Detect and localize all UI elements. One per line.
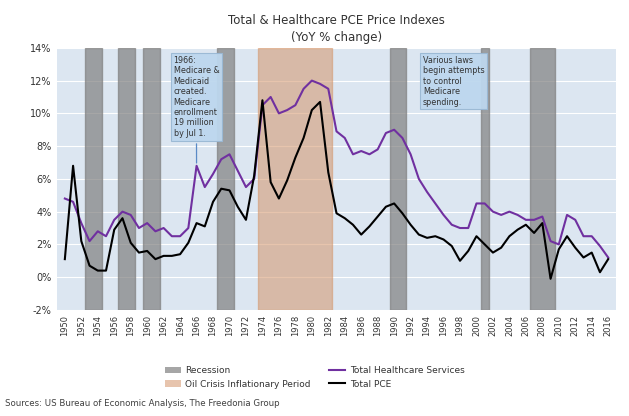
Bar [217, 48, 233, 310]
Bar [259, 48, 332, 310]
Total PCE [547, 276, 554, 281]
Line: Total PCE: Total PCE [65, 100, 608, 279]
Legend: Recession, Oil Crisis Inflationary Period, Total Healthcare Services, Total PCE: Recession, Oil Crisis Inflationary Perio… [165, 366, 464, 389]
Total PCE [481, 242, 489, 247]
Text: 1966:
Medicare &
Medicaid
created.
Medicare
enrollment
19 million
by Jul 1.: 1966: Medicare & Medicaid created. Medic… [174, 56, 220, 163]
Total Healthcare Services [283, 108, 291, 113]
Bar [390, 48, 406, 310]
Total PCE [127, 240, 135, 245]
Total Healthcare Services [604, 255, 612, 260]
Total Healthcare Services [316, 82, 324, 87]
Total Healthcare Services [127, 213, 135, 218]
Bar [143, 48, 160, 310]
Bar [118, 48, 135, 310]
Bar [481, 48, 489, 310]
Total PCE [316, 99, 324, 104]
Bar [86, 48, 102, 310]
Total Healthcare Services [572, 217, 579, 222]
Title: Total & Healthcare PCE Price Indexes
(YoY % change): Total & Healthcare PCE Price Indexes (Yo… [228, 14, 445, 44]
Bar [530, 48, 555, 310]
Total PCE [604, 257, 612, 262]
Total Healthcare Services [481, 201, 489, 206]
Total PCE [61, 257, 69, 262]
Total Healthcare Services [308, 78, 316, 83]
Line: Total Healthcare Services: Total Healthcare Services [65, 81, 608, 258]
Total PCE [572, 245, 579, 250]
Text: Sources: US Bureau of Economic Analysis, The Freedonia Group: Sources: US Bureau of Economic Analysis,… [5, 399, 280, 408]
Text: Figure 2 | US Total & Healthcare PCE Price Indexes (1950-2016): Figure 2 | US Total & Healthcare PCE Pri… [5, 7, 320, 17]
Total Healthcare Services [143, 220, 151, 225]
Total PCE [259, 98, 266, 103]
Total Healthcare Services [61, 196, 69, 201]
Total PCE [103, 268, 110, 273]
Total PCE [292, 155, 299, 160]
Text: Various laws
begin attempts
to control
Medicare
spending.: Various laws begin attempts to control M… [423, 56, 484, 106]
